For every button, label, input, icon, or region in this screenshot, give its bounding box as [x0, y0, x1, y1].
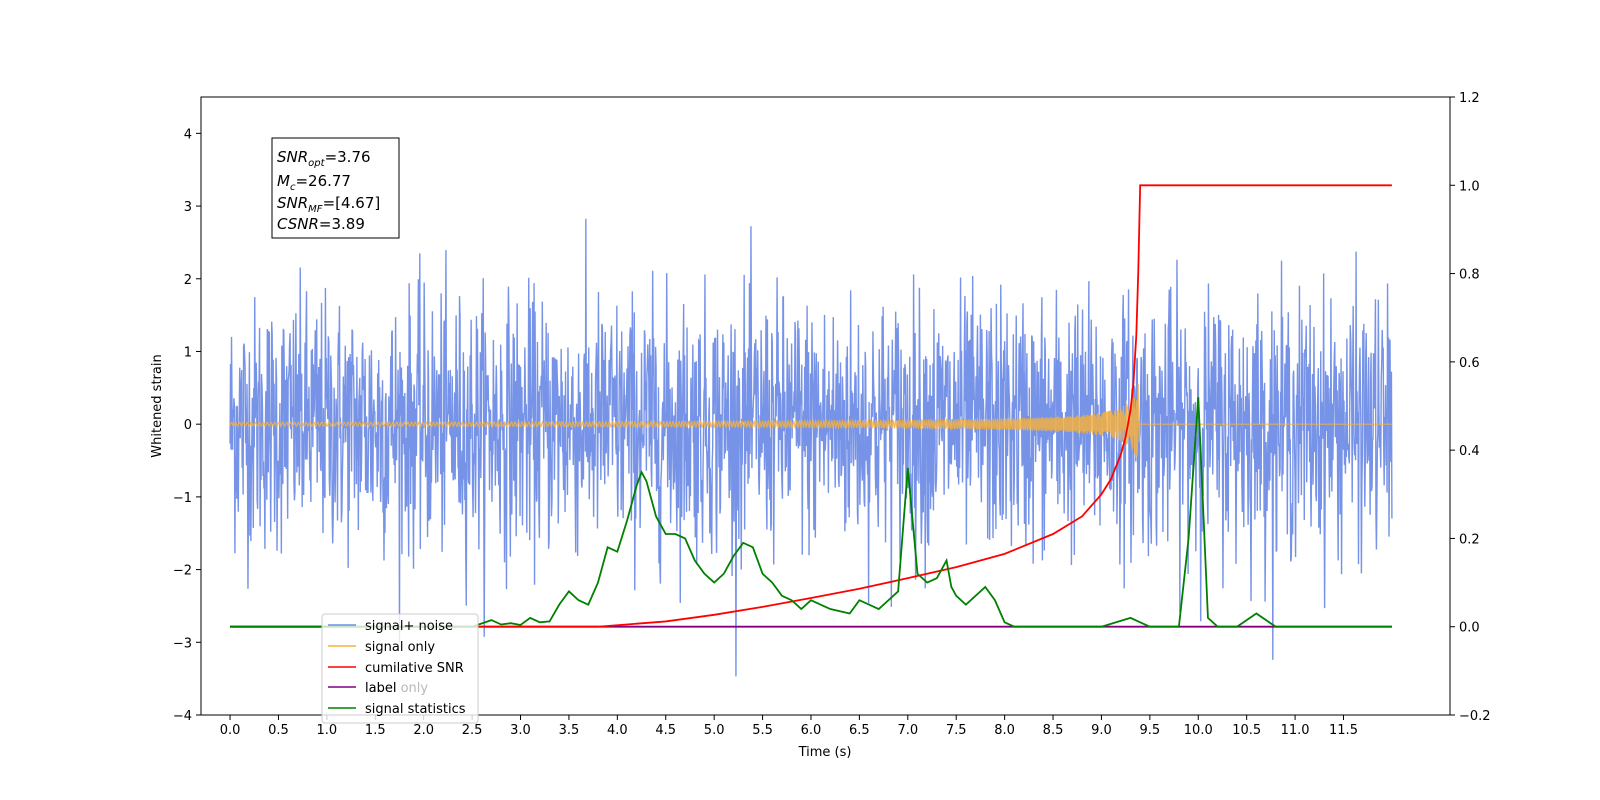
- x-tick-label: 11.5: [1329, 723, 1358, 738]
- x-tick-label: 3.0: [510, 723, 531, 738]
- mc-text: Mc=26.77: [277, 172, 351, 193]
- y-axis-label: Whitened strain: [150, 354, 165, 457]
- y-tick-label: 4: [184, 127, 192, 142]
- series-cumulative-snr: [230, 184, 1392, 628]
- y-tick-label: −1: [173, 491, 192, 506]
- x-tick-label: 2.0: [413, 723, 434, 738]
- x-tick-label: 10.5: [1232, 723, 1261, 738]
- x-tick-label: 5.5: [752, 723, 773, 738]
- y2-tick-label: 0.8: [1459, 268, 1480, 283]
- axes-ticks: 0.0 0.5 1.0 1.5 2.0 2.5 3.0 3.5 4.0 4.5 5.0 5.5 6.0 6…: [173, 91, 1491, 738]
- legend-label-signal-only: signal only: [365, 640, 435, 655]
- x-tick-label: 8.0: [994, 723, 1015, 738]
- series-signal-statistics: [230, 397, 1392, 628]
- x-tick-label: 5.0: [704, 723, 725, 738]
- y-tick-label: −3: [173, 636, 192, 651]
- y2-tick-label: 0.6: [1459, 356, 1480, 371]
- plot-frame: [200, 96, 1451, 716]
- x-tick-label: 1.0: [317, 723, 338, 738]
- x-tick-label: 9.5: [1140, 723, 1161, 738]
- x-tick-label: 4.5: [655, 723, 676, 738]
- y2-tick-label: −0.2: [1459, 709, 1491, 724]
- x-tick-label: 0.5: [268, 723, 289, 738]
- y-tick-label: 1: [184, 345, 192, 360]
- x-tick-label: 7.0: [897, 723, 918, 738]
- x-axis-label: Time (s): [798, 745, 852, 760]
- x-tick-label: 1.5: [365, 723, 386, 738]
- y2-tick-label: 0.4: [1459, 444, 1480, 459]
- stats-box-frame: [271, 137, 400, 239]
- legend-label-label: label: [365, 681, 396, 696]
- legend-frame: [321, 613, 479, 724]
- x-tick-label: 10.0: [1184, 723, 1213, 738]
- y-tick-label: −2: [173, 564, 192, 579]
- legend-label-signal-statistics: signal statistics: [365, 702, 466, 717]
- snr-opt-text: SNRopt=3.76: [277, 148, 371, 169]
- legend-label-signal-noise: signal+ noise: [365, 619, 453, 634]
- y-tick-label: 3: [184, 200, 192, 215]
- x-tick-label: 9.0: [1091, 723, 1112, 738]
- legend: signal+ noise signal only cumilative SNR…: [321, 613, 479, 724]
- x-tick-label: 6.0: [801, 723, 822, 738]
- series-signal-only: [229, 384, 1392, 458]
- x-tick-label: 7.5: [946, 723, 967, 738]
- stats-box: SNRopt=3.76 Mc=26.77 SNRMF=[4.67] CSNR=3…: [271, 137, 400, 239]
- series-signal-noise: [229, 218, 1393, 677]
- x-tick-label: 3.5: [559, 723, 580, 738]
- y2-tick-label: 0.2: [1459, 532, 1480, 547]
- legend-label-label-only: label only: [365, 681, 428, 696]
- y2-tick-label: 0.0: [1459, 621, 1480, 636]
- y2-tick-label: 1.2: [1459, 91, 1480, 106]
- snr-mf-text: SNRMF=[4.67]: [277, 194, 380, 215]
- y-tick-label: −4: [173, 709, 192, 724]
- y-tick-label: 2: [184, 273, 192, 288]
- csnr-text: CSNR=3.89: [277, 215, 365, 233]
- y-tick-label: 0: [184, 418, 192, 433]
- x-tick-label: 2.5: [462, 723, 483, 738]
- y2-tick-label: 1.0: [1459, 179, 1480, 194]
- x-tick-label: 0.0: [220, 723, 241, 738]
- x-tick-label: 4.0: [607, 723, 628, 738]
- x-tick-label: 11.0: [1281, 723, 1310, 738]
- legend-label-cumulative-snr: cumilative SNR: [365, 661, 464, 676]
- x-tick-label: 6.5: [849, 723, 870, 738]
- x-tick-label: 8.5: [1043, 723, 1064, 738]
